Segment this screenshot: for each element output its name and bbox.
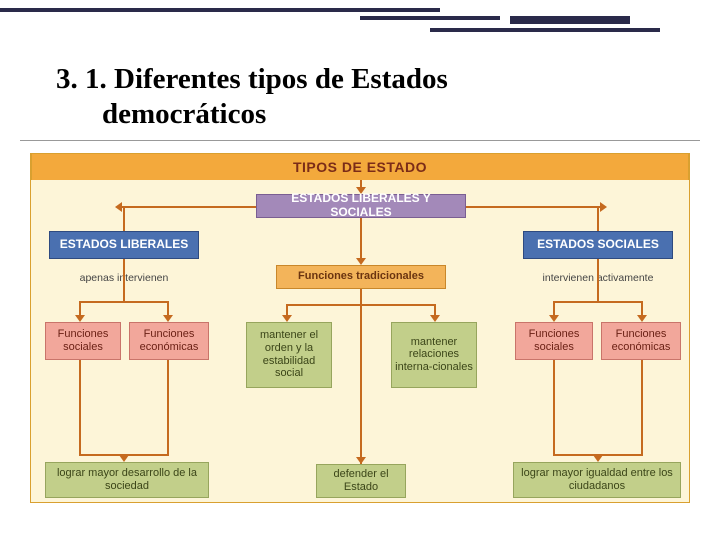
soc-func-eco: Funciones económicas [601,322,681,360]
soc-func-soc: Funciones sociales [515,322,593,360]
title-bar: TIPOS DE ESTADO [31,154,689,180]
lib-func-soc: Funciones sociales [45,322,121,360]
root-box: ESTADOS LIBERALES Y SOCIALES [256,194,466,218]
header-decoration [0,0,720,60]
lib-goal: lograr mayor desarrollo de la sociedad [45,462,209,498]
diagram: TIPOS DE ESTADO ESTADOS LIBERALES Y SOCI… [30,153,690,503]
slide-heading: 3. 1. Diferentes tipos de Estados democr… [20,60,700,141]
func-trad: Funciones tradicionales [276,265,446,289]
heading-line-1: 3. 1. Diferentes tipos de Estados [56,63,448,95]
sociales-box: ESTADOS SOCIALES [523,231,673,259]
lib-func-eco: Funciones económicas [129,322,209,360]
center-def: defender el Estado [316,464,406,498]
heading-line-2: democráticos [56,98,266,130]
soc-goal: lograr mayor igualdad entre los ciudadan… [513,462,681,498]
center-rel: mantener relaciones interna-cionales [391,322,477,388]
diagram-container: TIPOS DE ESTADO ESTADOS LIBERALES Y SOCI… [30,153,690,503]
center-orden: mantener el orden y la estabilidad socia… [246,322,332,388]
liberales-box: ESTADOS LIBERALES [49,231,199,259]
